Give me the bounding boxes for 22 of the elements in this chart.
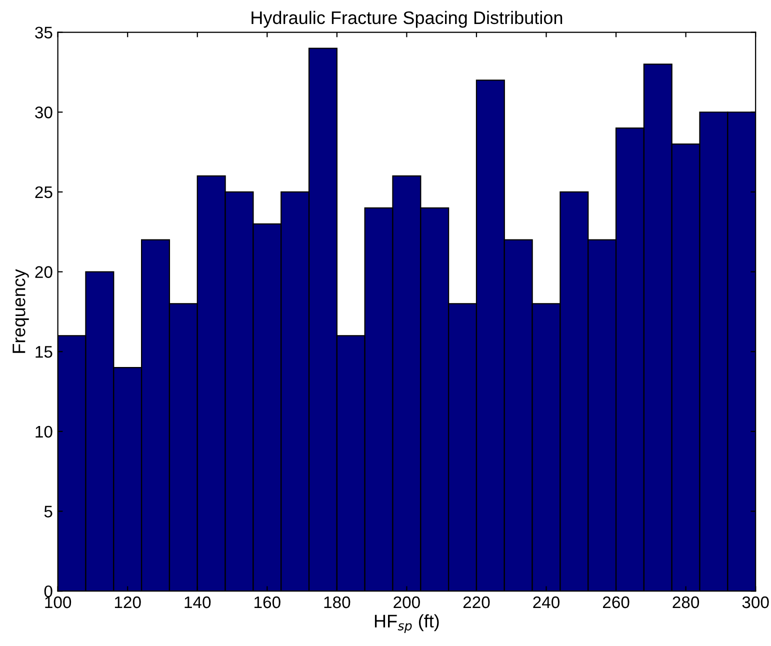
y-tick-label: 15 [36,346,52,358]
x-tick-label: 160 [254,596,280,608]
chart-title: Hydraulic Fracture Spacing Distribution [252,10,562,28]
x-tick-label: 100 [45,596,72,608]
y-tick-label: 10 [36,426,52,438]
y-tick-label: 35 [35,26,52,39]
x-tick-label: 260 [602,596,630,608]
x-tick-label: 300 [742,596,769,608]
x-tick-label: 120 [114,596,141,608]
y-tick-label: 25 [35,186,52,198]
x-axis-title: HF$_{sp}$ (ft) [374,614,439,633]
x-tick-label: 220 [463,596,490,608]
x-tick-label: 280 [672,596,700,608]
x-tick-label: 240 [533,596,560,608]
x-tick-label: 200 [394,596,420,608]
y-tick-label: 0 [44,585,52,598]
x-tick-label: 140 [184,596,211,608]
y-axis-title: Frequency [12,269,29,353]
x-tick-label: 180 [324,596,350,608]
y-tick-label: 30 [35,106,52,118]
y-tick-label: 5 [44,506,52,518]
y-tick-label: 20 [35,266,52,278]
